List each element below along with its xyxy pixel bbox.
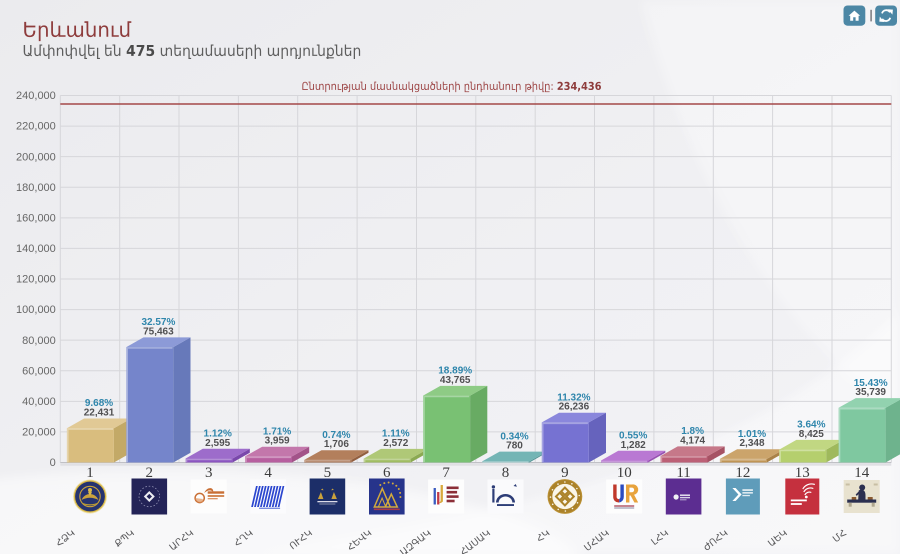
svg-text:6: 6	[383, 465, 391, 481]
svg-text:3: 3	[205, 465, 213, 481]
svg-text:32.57%: 32.57%	[141, 317, 175, 328]
svg-text:200,000: 200,000	[16, 151, 56, 163]
svg-text:1.01%: 1.01%	[738, 429, 766, 440]
svg-text:2,348: 2,348	[739, 438, 764, 449]
svg-text:120,000: 120,000	[16, 274, 56, 286]
svg-text:180,000: 180,000	[16, 182, 56, 194]
svg-text:18.89%: 18.89%	[438, 366, 472, 377]
svg-text:40,000: 40,000	[22, 396, 56, 408]
svg-text:4: 4	[264, 465, 272, 481]
svg-text:2: 2	[146, 465, 154, 481]
svg-text:8: 8	[502, 465, 510, 481]
svg-text:1.71%: 1.71%	[263, 426, 291, 437]
svg-text:160,000: 160,000	[16, 212, 56, 224]
svg-text:220,000: 220,000	[16, 121, 56, 133]
svg-text:1: 1	[86, 465, 94, 481]
svg-text:0: 0	[50, 457, 56, 469]
svg-text:14: 14	[854, 465, 870, 481]
svg-text:7: 7	[442, 465, 450, 481]
svg-text:3,959: 3,959	[265, 436, 290, 447]
svg-text:0.34%: 0.34%	[500, 431, 528, 442]
svg-text:3.64%: 3.64%	[797, 420, 825, 431]
svg-text:43,765: 43,765	[440, 375, 471, 386]
svg-text:1.11%: 1.11%	[382, 429, 410, 440]
svg-text:4,174: 4,174	[680, 435, 705, 446]
svg-text:1.12%: 1.12%	[204, 429, 232, 440]
svg-text:1,706: 1,706	[324, 439, 349, 450]
svg-text:60,000: 60,000	[22, 365, 56, 377]
svg-text:20,000: 20,000	[22, 427, 56, 439]
svg-text:80,000: 80,000	[22, 335, 56, 347]
svg-text:22,431: 22,431	[84, 408, 115, 419]
svg-text:11.32%: 11.32%	[557, 392, 590, 403]
svg-text:13: 13	[795, 465, 810, 481]
svg-text:780: 780	[506, 441, 523, 452]
svg-text:26,236: 26,236	[559, 402, 590, 413]
svg-text:2,572: 2,572	[383, 438, 408, 449]
svg-text:9: 9	[561, 465, 569, 481]
svg-text:11: 11	[676, 465, 690, 481]
svg-text:10: 10	[617, 465, 632, 481]
svg-text:100,000: 100,000	[16, 304, 56, 316]
svg-text:1.8%: 1.8%	[681, 426, 704, 437]
svg-text:140,000: 140,000	[16, 243, 56, 255]
svg-text:1,282: 1,282	[621, 440, 646, 451]
svg-text:9.68%: 9.68%	[85, 398, 113, 409]
svg-text:12: 12	[735, 465, 750, 481]
svg-text:75,463: 75,463	[143, 326, 174, 337]
svg-text:15.43%: 15.43%	[854, 378, 888, 389]
svg-text:240,000: 240,000	[16, 90, 56, 102]
svg-text:8,425: 8,425	[799, 429, 824, 440]
svg-text:0.74%: 0.74%	[322, 430, 350, 441]
svg-text:0.55%: 0.55%	[619, 431, 647, 442]
svg-text:35,739: 35,739	[855, 387, 886, 398]
svg-text:2,595: 2,595	[205, 438, 230, 449]
svg-text:5: 5	[324, 465, 332, 481]
